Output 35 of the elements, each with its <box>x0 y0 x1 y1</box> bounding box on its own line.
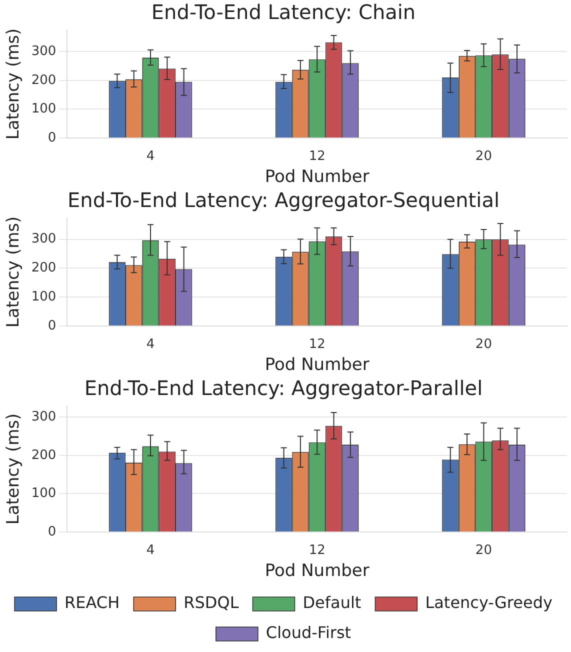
y-tick-label: 0 <box>48 130 56 146</box>
y-tick-label: 200 <box>31 448 56 463</box>
y-axis-title: Latency (ms) <box>4 216 24 328</box>
y-tick-label: 300 <box>31 44 56 59</box>
legend-label: Default <box>302 593 362 612</box>
y-axis-title: Latency (ms) <box>4 28 24 140</box>
x-tick-label: 12 <box>308 337 326 352</box>
x-axis-title: Pod Number <box>264 167 370 188</box>
legend-label: Latency-Greedy <box>425 593 552 612</box>
chart-title: End-To-End Latency: Aggregator-Sequential <box>67 188 500 212</box>
y-tick-label: 300 <box>31 409 56 424</box>
x-tick-label: 4 <box>146 337 155 352</box>
y-axis-title: Latency (ms) <box>4 413 24 525</box>
x-tick-label: 12 <box>308 543 326 558</box>
legend-label: RSDQL <box>184 593 239 612</box>
x-tick-label: 20 <box>475 149 492 164</box>
y-tick-label: 0 <box>48 318 56 334</box>
x-tick-label: 20 <box>475 337 492 352</box>
y-tick-label: 100 <box>31 486 56 502</box>
x-tick-label: 12 <box>308 149 326 164</box>
y-tick-label: 0 <box>48 524 56 540</box>
x-axis-title: Pod Number <box>264 355 370 376</box>
legend-label: REACH <box>64 593 120 612</box>
x-tick-label: 4 <box>146 543 155 558</box>
y-tick-label: 100 <box>31 290 56 304</box>
y-tick-label: 300 <box>31 232 56 247</box>
x-tick-label: 4 <box>146 149 155 164</box>
x-axis-title: Pod Number <box>264 561 370 582</box>
legend-label: Cloud-First <box>266 623 352 642</box>
y-tick-label: 200 <box>31 72 56 88</box>
x-tick-label: 20 <box>475 543 492 558</box>
chart-title: End-To-End Latency: Aggregator-Parallel <box>84 376 483 400</box>
y-tick-label: 100 <box>31 102 56 117</box>
chart-title: End-To-End Latency: Chain <box>151 0 416 24</box>
y-tick-label: 200 <box>31 260 56 276</box>
